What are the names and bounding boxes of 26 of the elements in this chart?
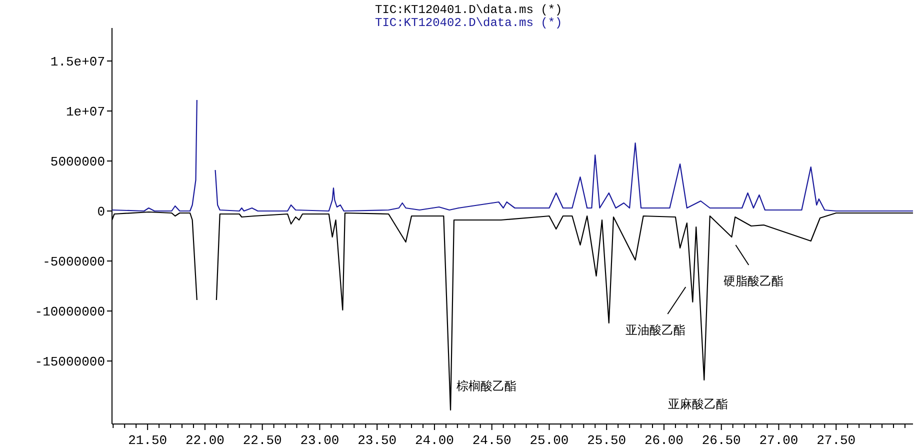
y-tick-label: 1.5e+07: [50, 54, 105, 70]
x-tick-label: 21.50: [128, 433, 168, 448]
y-tick-label: 0: [97, 204, 105, 220]
text: TIC:KT120401.D\data.ms (*): [375, 3, 562, 17]
x-tick-label: 27.00: [759, 433, 798, 448]
x-tick-label: 22.50: [242, 433, 282, 448]
x-tick-label: 25.50: [587, 433, 626, 448]
x-tick-label: 26.50: [702, 433, 741, 448]
x-tick-label: 24.50: [472, 433, 512, 448]
x-tick-label: 23.00: [300, 433, 340, 448]
y-tick-label: -5000000: [42, 254, 105, 270]
y-tick-label: -15000000: [34, 354, 105, 370]
x-tick-label: 26.00: [644, 433, 684, 448]
annotation: 亚油酸乙酯: [626, 323, 686, 337]
annotation: 棕榈酸乙酯: [456, 379, 517, 393]
x-tick-label: 22.00: [185, 433, 224, 448]
x-tick-label: 25.00: [530, 433, 569, 448]
text: TIC:KT120402.D\data.ms (*): [375, 16, 562, 30]
y-tick-label: 1e+07: [66, 104, 105, 120]
x-tick-label: 27.50: [816, 433, 856, 448]
annotation: 硬脂酸乙酯: [724, 274, 784, 288]
x-tick-label: 24.00: [414, 433, 454, 448]
x-tick-label: 23.50: [358, 433, 397, 448]
y-tick-label: 5000000: [50, 154, 105, 170]
annotation: 亚麻酸乙酯: [668, 397, 728, 411]
y-tick-label: -10000000: [34, 304, 105, 320]
